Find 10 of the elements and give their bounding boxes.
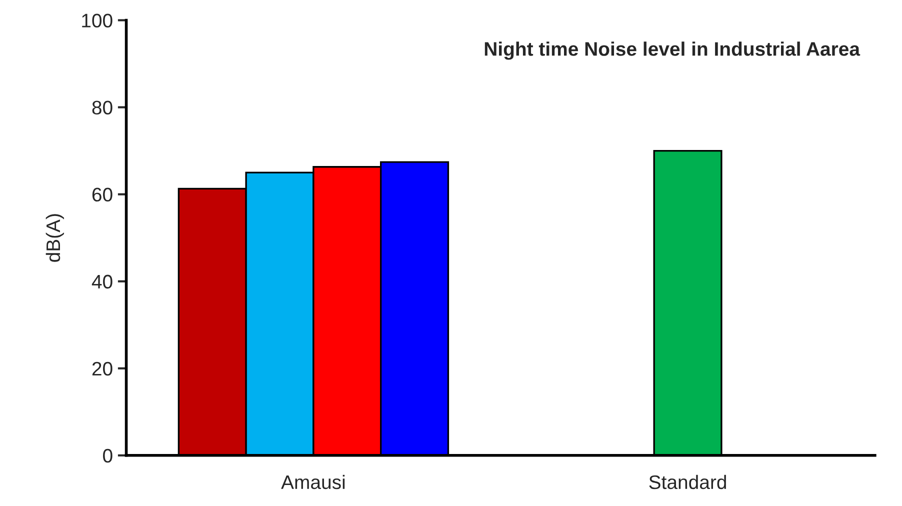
y-tick-label: 20 <box>92 362 112 376</box>
x-tick-label: Amausi <box>281 474 345 490</box>
y-tick-label: 60 <box>92 188 112 202</box>
y-tick-label: 80 <box>92 100 112 115</box>
text: Night time Noise level in Industrial Aarea <box>484 42 860 60</box>
y-tick-label: 40 <box>92 274 112 289</box>
y-tick-label: 100 <box>82 14 112 28</box>
x-tick-label: Standard <box>649 474 726 490</box>
y-tick-label: 0 <box>103 448 112 463</box>
y-axis-title: dB(A) <box>46 214 64 262</box>
